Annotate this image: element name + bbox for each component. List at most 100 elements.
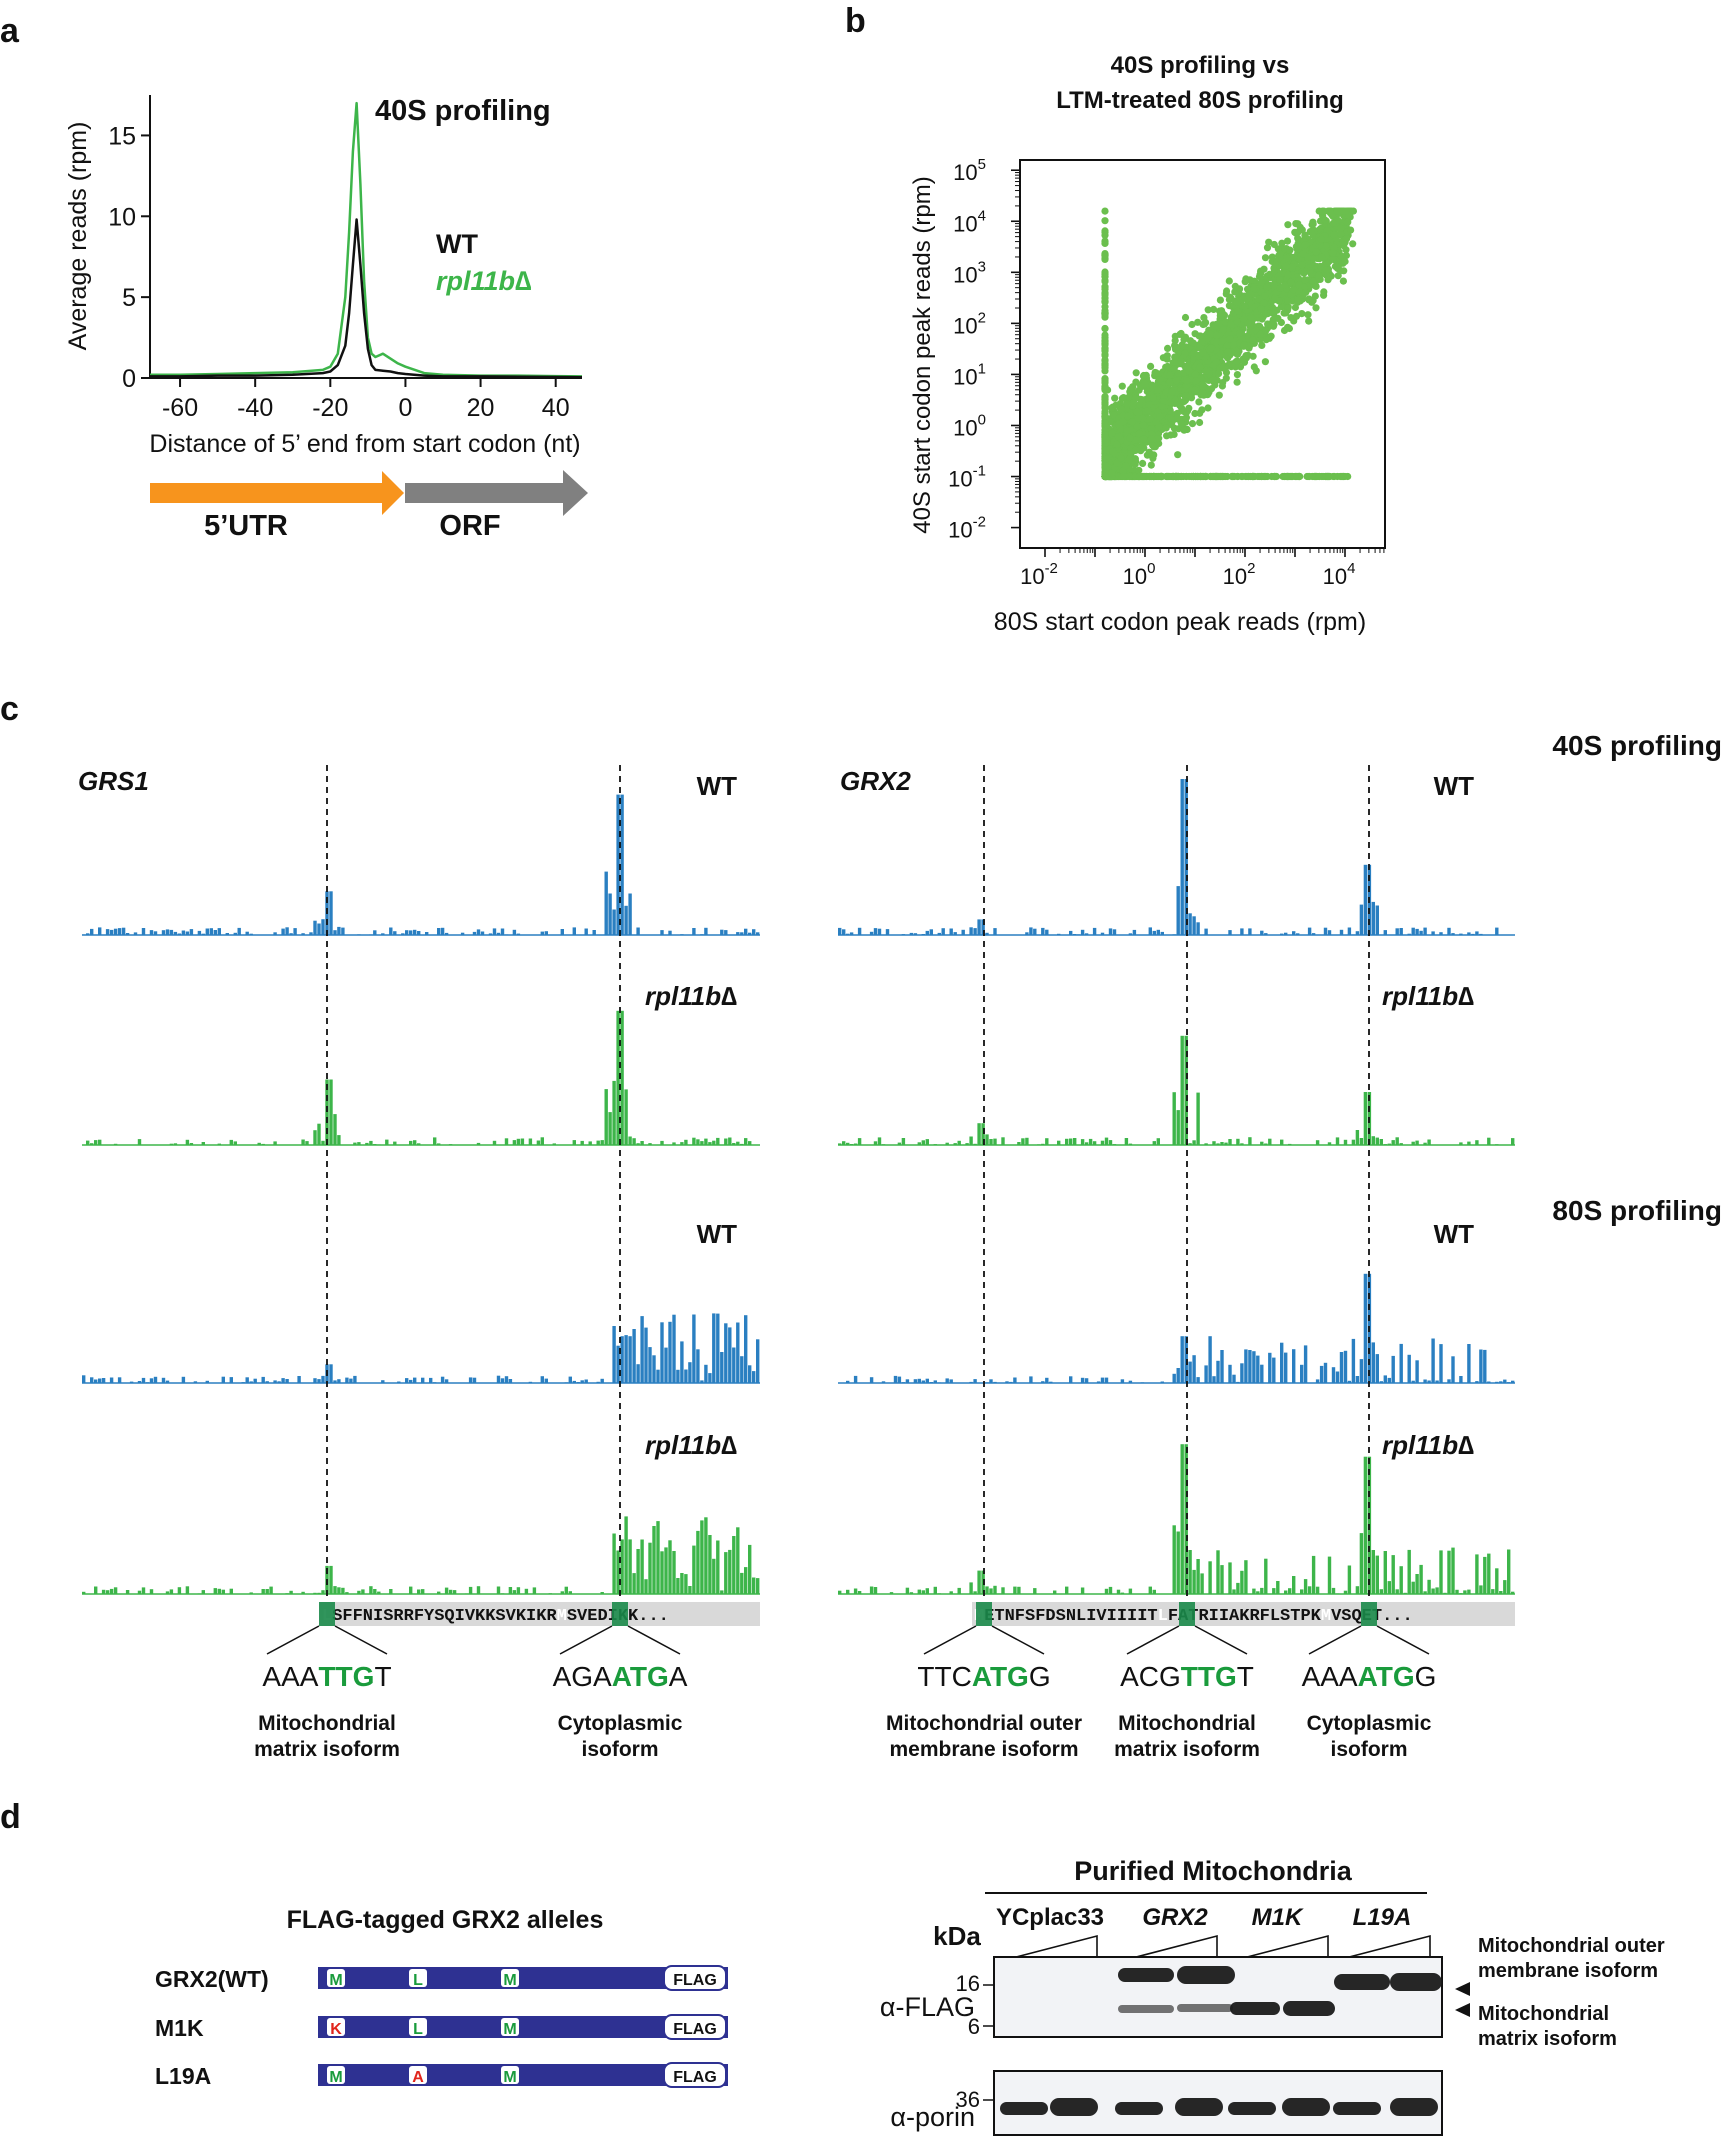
coverage-bar [1196,1559,1200,1594]
scatter-point [1197,472,1205,481]
kda-label: kDa [933,1921,981,1951]
scatter-point [1192,377,1200,385]
coverage-bar [265,1381,269,1383]
coverage-bar [1252,1588,1256,1594]
allele-name: L19A [155,2063,211,2089]
coverage-bar [748,1141,752,1145]
coverage-bar [1379,1139,1383,1145]
scatter-point [1306,267,1314,275]
coverage-bar [349,1378,353,1383]
x-tick-label: 102 [1223,560,1256,589]
coverage-bar [740,1356,744,1383]
scatter-point [1342,251,1350,260]
coverage-bar [612,1326,616,1383]
coverage-bar [644,1327,648,1383]
scatter-point [1224,341,1232,349]
coverage-bar [1423,927,1427,935]
scatter-point [1249,472,1257,481]
coverage-bar [608,893,612,935]
coverage-bar [1343,1139,1348,1145]
coverage-bar [1499,1591,1503,1594]
coverage-bar [90,1143,94,1145]
scatter-point [1221,472,1229,481]
coverage-bar [105,929,110,935]
coverage-bar [1315,1379,1320,1383]
scatter-point [1298,261,1306,269]
coverage-bar [989,1139,993,1145]
coverage-bar [369,1586,373,1594]
scatter-point [1136,400,1144,408]
scatter-point [1109,447,1117,456]
coverage-bar [341,1587,345,1594]
scatter-point [1256,330,1264,338]
coverage-bar [1076,934,1081,935]
coverage-bar [1399,1343,1403,1383]
coverage-bar [337,1135,341,1145]
coverage-bar [1088,1138,1093,1145]
coverage-bar [1419,930,1423,935]
coverage-bar [957,1587,961,1594]
coverage-bar [321,919,325,935]
coverage-bar [357,1590,361,1594]
scatter-point [1101,239,1109,247]
coverage-bar [512,1140,517,1145]
coverage-bar [1208,1336,1212,1383]
coverage-bar [1507,1549,1511,1594]
scatter-point [1317,235,1325,243]
coverage-bar [857,927,862,935]
allele-site-box [501,2066,519,2084]
coverage-bar [632,1329,636,1383]
coverage-bar [672,1142,676,1145]
coverage-bar [1331,1367,1336,1383]
marker-16: 16 [956,1971,980,1996]
scatter-point [1349,240,1357,248]
coverage-bar [612,1533,616,1594]
scatter-point [1101,446,1109,455]
orf-label: ORF [439,510,500,542]
allele-site-box [409,1969,427,1987]
scatter-point [1200,314,1208,322]
panel-d: d FLAG-tagged GRX2 alleles GRX2(WT) M L M FL… [0,1798,1665,2136]
coverage-bar [1495,1381,1499,1383]
y-tick-label: 10 [108,203,136,231]
coverage-bar [1303,1579,1308,1594]
allele-site-box [501,1969,519,1987]
coverage-bar [1276,1581,1280,1594]
coverage-bar [708,1373,712,1383]
scatter-point [1132,369,1140,377]
coverage-bar [1475,1140,1479,1145]
scatter-point [1263,283,1271,291]
coverage-bar [1248,1350,1252,1383]
coverage-bar [1132,929,1137,935]
coverage-bar [696,1530,700,1594]
coverage-bar [560,929,564,935]
outer-membrane-arrowhead [1455,1982,1470,1996]
coverage-bar [145,1382,150,1383]
coverage-bar [1252,1351,1256,1383]
coverage-bar [201,933,205,935]
scatter-point [1284,221,1292,229]
scatter-point [1101,207,1109,215]
coverage-bar [1463,1590,1467,1594]
scatter-point [1147,362,1155,370]
coverage-bar [1236,1381,1240,1383]
coverage-bar [1355,1376,1360,1383]
coverage-bar [1447,927,1451,935]
coverage-bar [1403,1592,1407,1594]
coverage-bar [361,1589,365,1594]
panel-b: b 40S profiling vs LTM-treated 80S profi… [845,2,1386,636]
coverage-bar [584,928,588,935]
scatter-point [1225,296,1233,304]
coverage-bar [969,1582,973,1594]
scatter-point [1289,286,1298,294]
coverage-bar [652,1355,656,1383]
scatter-point [1198,349,1207,357]
scatter-point [1147,425,1155,433]
x-tick-label: 40 [542,394,570,422]
coverage-bar [1080,929,1085,935]
scatter-point [1129,383,1137,391]
title-80s: 80S profiling [1552,1195,1722,1226]
coverage-bar [580,1380,584,1383]
coverage-bar [680,1142,684,1145]
coverage-bar [1216,1550,1220,1594]
